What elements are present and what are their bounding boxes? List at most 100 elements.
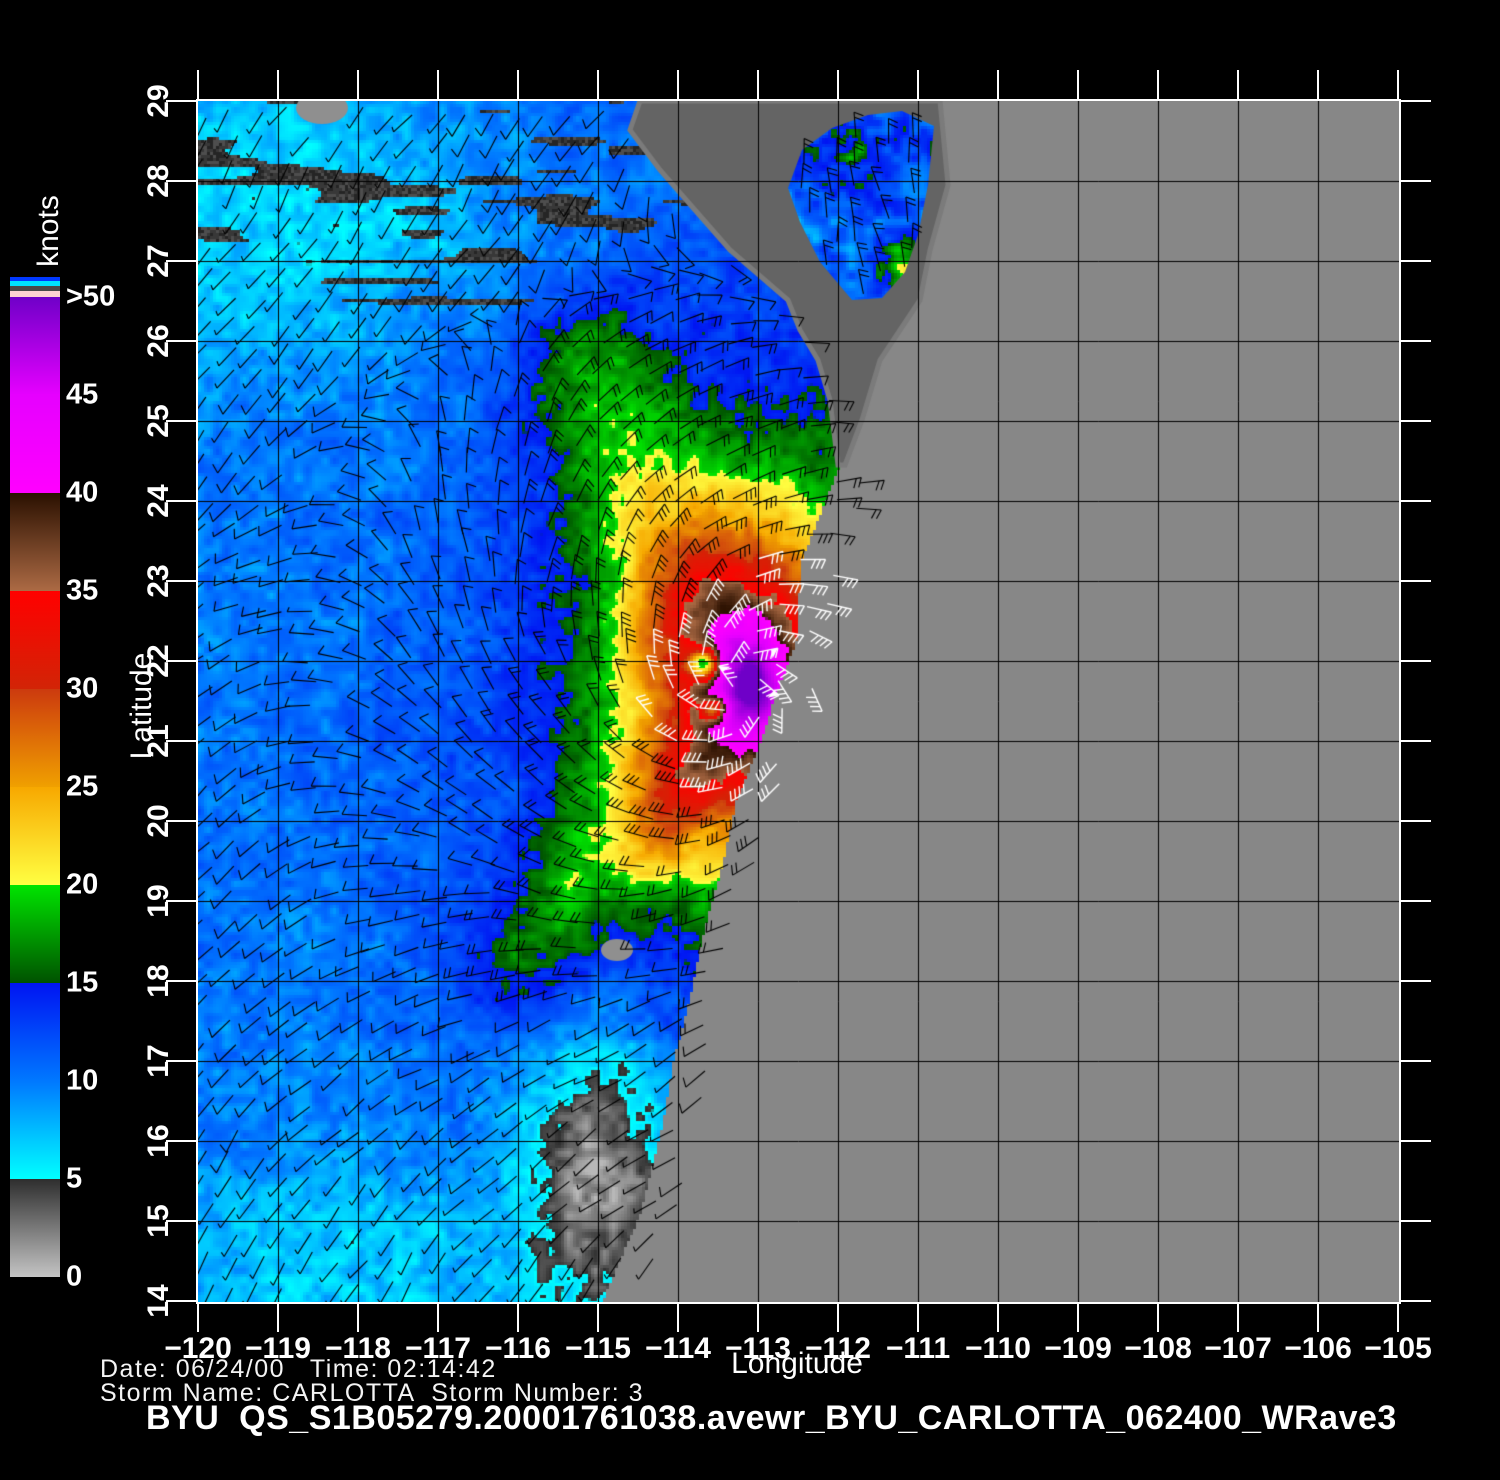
x-axis-top-tick: [997, 70, 999, 99]
x-axis-bottom-tick: [1237, 1304, 1239, 1332]
y-axis-left-tick: [166, 580, 196, 582]
y-axis-left-tick: [166, 1060, 196, 1062]
x-axis-tick-label: −108: [1124, 1332, 1192, 1365]
colorbar-segment: [10, 591, 60, 689]
storm-info-line: Storm Name: CARLOTTA Storm Number: 3: [100, 1379, 645, 1407]
y-axis-right-tick: [1401, 740, 1431, 742]
x-axis-tick-label: −120: [164, 1332, 232, 1365]
x-axis-bottom-tick: [1077, 1304, 1079, 1332]
y-axis-right-tick: [1401, 260, 1431, 262]
x-axis-tick-label: −111: [885, 1332, 951, 1365]
map-frame: [196, 99, 1401, 1304]
colorbar-segment: [10, 395, 60, 493]
x-axis-tick-label: −119: [245, 1332, 311, 1365]
y-axis-left-tick: [166, 340, 196, 342]
x-axis-bottom-tick: [997, 1304, 999, 1332]
x-axis-top-tick: [1157, 70, 1159, 99]
colorbar-segment: [10, 1081, 60, 1179]
colorbar-tick-label: 0: [66, 1260, 83, 1293]
x-axis-title: Longitude: [731, 1347, 863, 1380]
colorbar-flag-stripe: [10, 291, 60, 297]
y-axis-left-tick: [166, 260, 196, 262]
y-axis-right-tick: [1401, 1220, 1431, 1222]
y-axis-right-tick: [1401, 340, 1431, 342]
colorbar-segment: [10, 787, 60, 885]
x-axis-tick-label: −114: [645, 1332, 711, 1365]
x-axis-top-tick: [757, 70, 759, 99]
wind-field-map: [198, 101, 1399, 1302]
x-axis-tick-label: −109: [1044, 1332, 1112, 1365]
y-axis-right-tick: [1401, 1300, 1431, 1302]
x-axis-bottom-tick: [1397, 1304, 1399, 1332]
x-axis-bottom-tick: [677, 1304, 679, 1332]
plot-title: BYU QS_S1B05279.20001761038.avewr_BYU_CA…: [146, 1399, 1397, 1437]
colorbar-segment: [10, 689, 60, 787]
y-axis-left-tick: [166, 900, 196, 902]
x-axis-tick-label: −105: [1364, 1332, 1432, 1365]
y-axis-right-tick: [1401, 660, 1431, 662]
x-axis-tick-label: −118: [325, 1332, 391, 1365]
x-axis-tick-label: −110: [965, 1332, 1031, 1365]
x-axis-top-tick: [277, 70, 279, 99]
x-axis-top-tick: [1077, 70, 1079, 99]
y-axis-right-tick: [1401, 820, 1431, 822]
y-axis-right-tick: [1401, 100, 1431, 102]
colorbar-segment: [10, 297, 60, 395]
x-axis-top-tick: [357, 70, 359, 99]
colorbar-tick-label: >50: [66, 280, 116, 313]
colorbar-tick-label: 5: [66, 1162, 83, 1195]
x-axis-top-tick: [677, 70, 679, 99]
x-axis-top-tick: [197, 70, 199, 99]
x-axis-bottom-tick: [837, 1304, 839, 1332]
y-axis-left-tick: [166, 500, 196, 502]
x-axis-tick-label: −113: [725, 1332, 791, 1365]
colorbar-tick-label: 20: [66, 868, 99, 901]
colorbar-tick-label: 10: [66, 1064, 99, 1097]
y-axis-left-tick: [166, 660, 196, 662]
x-axis-top-tick: [1397, 70, 1399, 99]
colorbar-segment: [10, 983, 60, 1081]
colorbar-tick-label: 45: [66, 378, 99, 411]
y-axis-left-tick: [166, 740, 196, 742]
y-axis-right-tick: [1401, 500, 1431, 502]
colorbar-segment: [10, 885, 60, 983]
y-axis-right-tick: [1401, 900, 1431, 902]
x-axis-tick-label: −117: [405, 1332, 471, 1365]
x-axis-tick-label: −112: [805, 1332, 871, 1365]
x-axis-bottom-tick: [1157, 1304, 1159, 1332]
colorbar-flag-stripe: [10, 281, 60, 286]
x-axis-top-tick: [917, 70, 919, 99]
x-axis-tick-label: −107: [1204, 1332, 1272, 1365]
colorbar-tick-label: 40: [66, 476, 99, 509]
y-axis-left-tick: [166, 1220, 196, 1222]
x-axis-bottom-tick: [757, 1304, 759, 1332]
y-axis-right-tick: [1401, 1060, 1431, 1062]
x-axis-bottom-tick: [277, 1304, 279, 1332]
x-axis-top-tick: [837, 70, 839, 99]
y-axis-tick-label: 14: [142, 1284, 175, 1318]
x-axis-bottom-tick: [597, 1304, 599, 1332]
x-axis-tick-label: −116: [485, 1332, 551, 1365]
colorbar-segment: [10, 1179, 60, 1277]
y-axis-left-tick: [166, 1300, 196, 1302]
date-time-line: Date: 06/24/00 Time: 02:14:42: [100, 1355, 497, 1383]
colorbar-units-label: knots: [32, 195, 65, 267]
colorbar-flag-stripe: [10, 277, 60, 281]
y-axis-right-tick: [1401, 420, 1431, 422]
y-axis-right-tick: [1401, 580, 1431, 582]
x-axis-bottom-tick: [197, 1304, 199, 1332]
x-axis-top-tick: [437, 70, 439, 99]
colorbar-tick-label: 30: [66, 672, 99, 705]
colorbar-segment: [10, 493, 60, 591]
y-axis-left-tick: [166, 420, 196, 422]
x-axis-bottom-tick: [517, 1304, 519, 1332]
y-axis-right-tick: [1401, 180, 1431, 182]
y-axis-title: Latitude: [125, 652, 158, 760]
x-axis-bottom-tick: [1317, 1304, 1319, 1332]
x-axis-top-tick: [597, 70, 599, 99]
x-axis-top-tick: [1317, 70, 1319, 99]
y-axis-left-tick: [166, 820, 196, 822]
y-axis-right-tick: [1401, 980, 1431, 982]
x-axis-bottom-tick: [437, 1304, 439, 1332]
